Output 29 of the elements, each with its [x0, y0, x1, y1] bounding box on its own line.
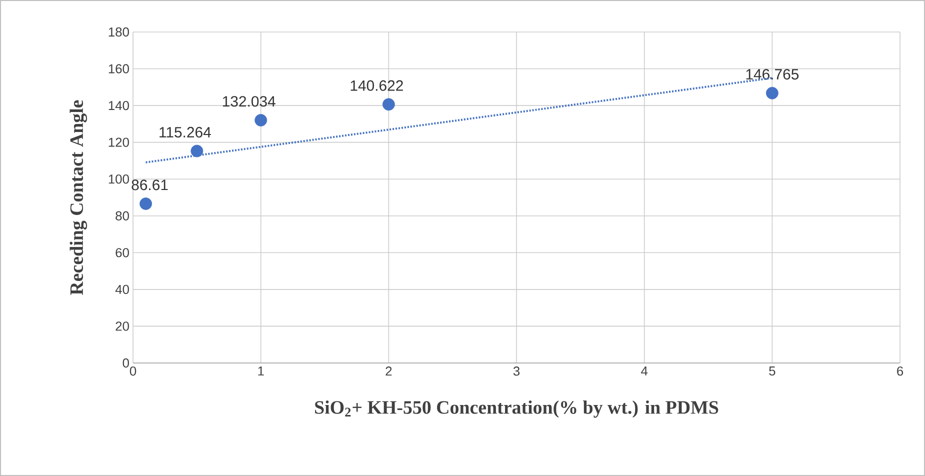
data-label: 115.264: [160, 126, 211, 138]
point: [140, 198, 152, 210]
x-tick-label: 6: [897, 366, 904, 376]
x-tick-label: 3: [513, 366, 520, 376]
data-label: 132.034: [222, 96, 276, 107]
data-label: 86.61: [132, 180, 168, 190]
data-label: 140.622: [350, 80, 403, 91]
y-tick-label: 140: [108, 100, 129, 110]
x-axis-title: SiO$_{2}$+ KH-550 Concentration(% by wt.) in PDMS: [315, 400, 718, 418]
x-tick-label: 2: [386, 366, 392, 376]
point: [254, 114, 268, 126]
y-axis-title: Receding Contact Angle: [70, 100, 88, 295]
y-tick-label: 180: [108, 27, 129, 37]
x-tick-label: 0: [130, 366, 136, 376]
x-tick-label: 5: [769, 366, 776, 376]
y-tick-label: 120: [108, 138, 129, 147]
y-tick-label: 60: [116, 248, 129, 258]
point: [190, 144, 204, 158]
point: [382, 98, 395, 111]
point: [766, 86, 778, 100]
y-tick-label: 100: [108, 174, 129, 184]
y-tick-label: 20: [116, 322, 129, 331]
y-tick-label: 80: [116, 211, 129, 220]
x-tick-label: 4: [641, 366, 648, 376]
y-tick-label: 40: [115, 284, 129, 294]
y-tick-label: 160: [108, 64, 129, 74]
data-label: 146.765: [746, 69, 799, 80]
x-tick-label: 1: [258, 366, 264, 376]
y-tick-label: 0: [122, 358, 129, 368]
